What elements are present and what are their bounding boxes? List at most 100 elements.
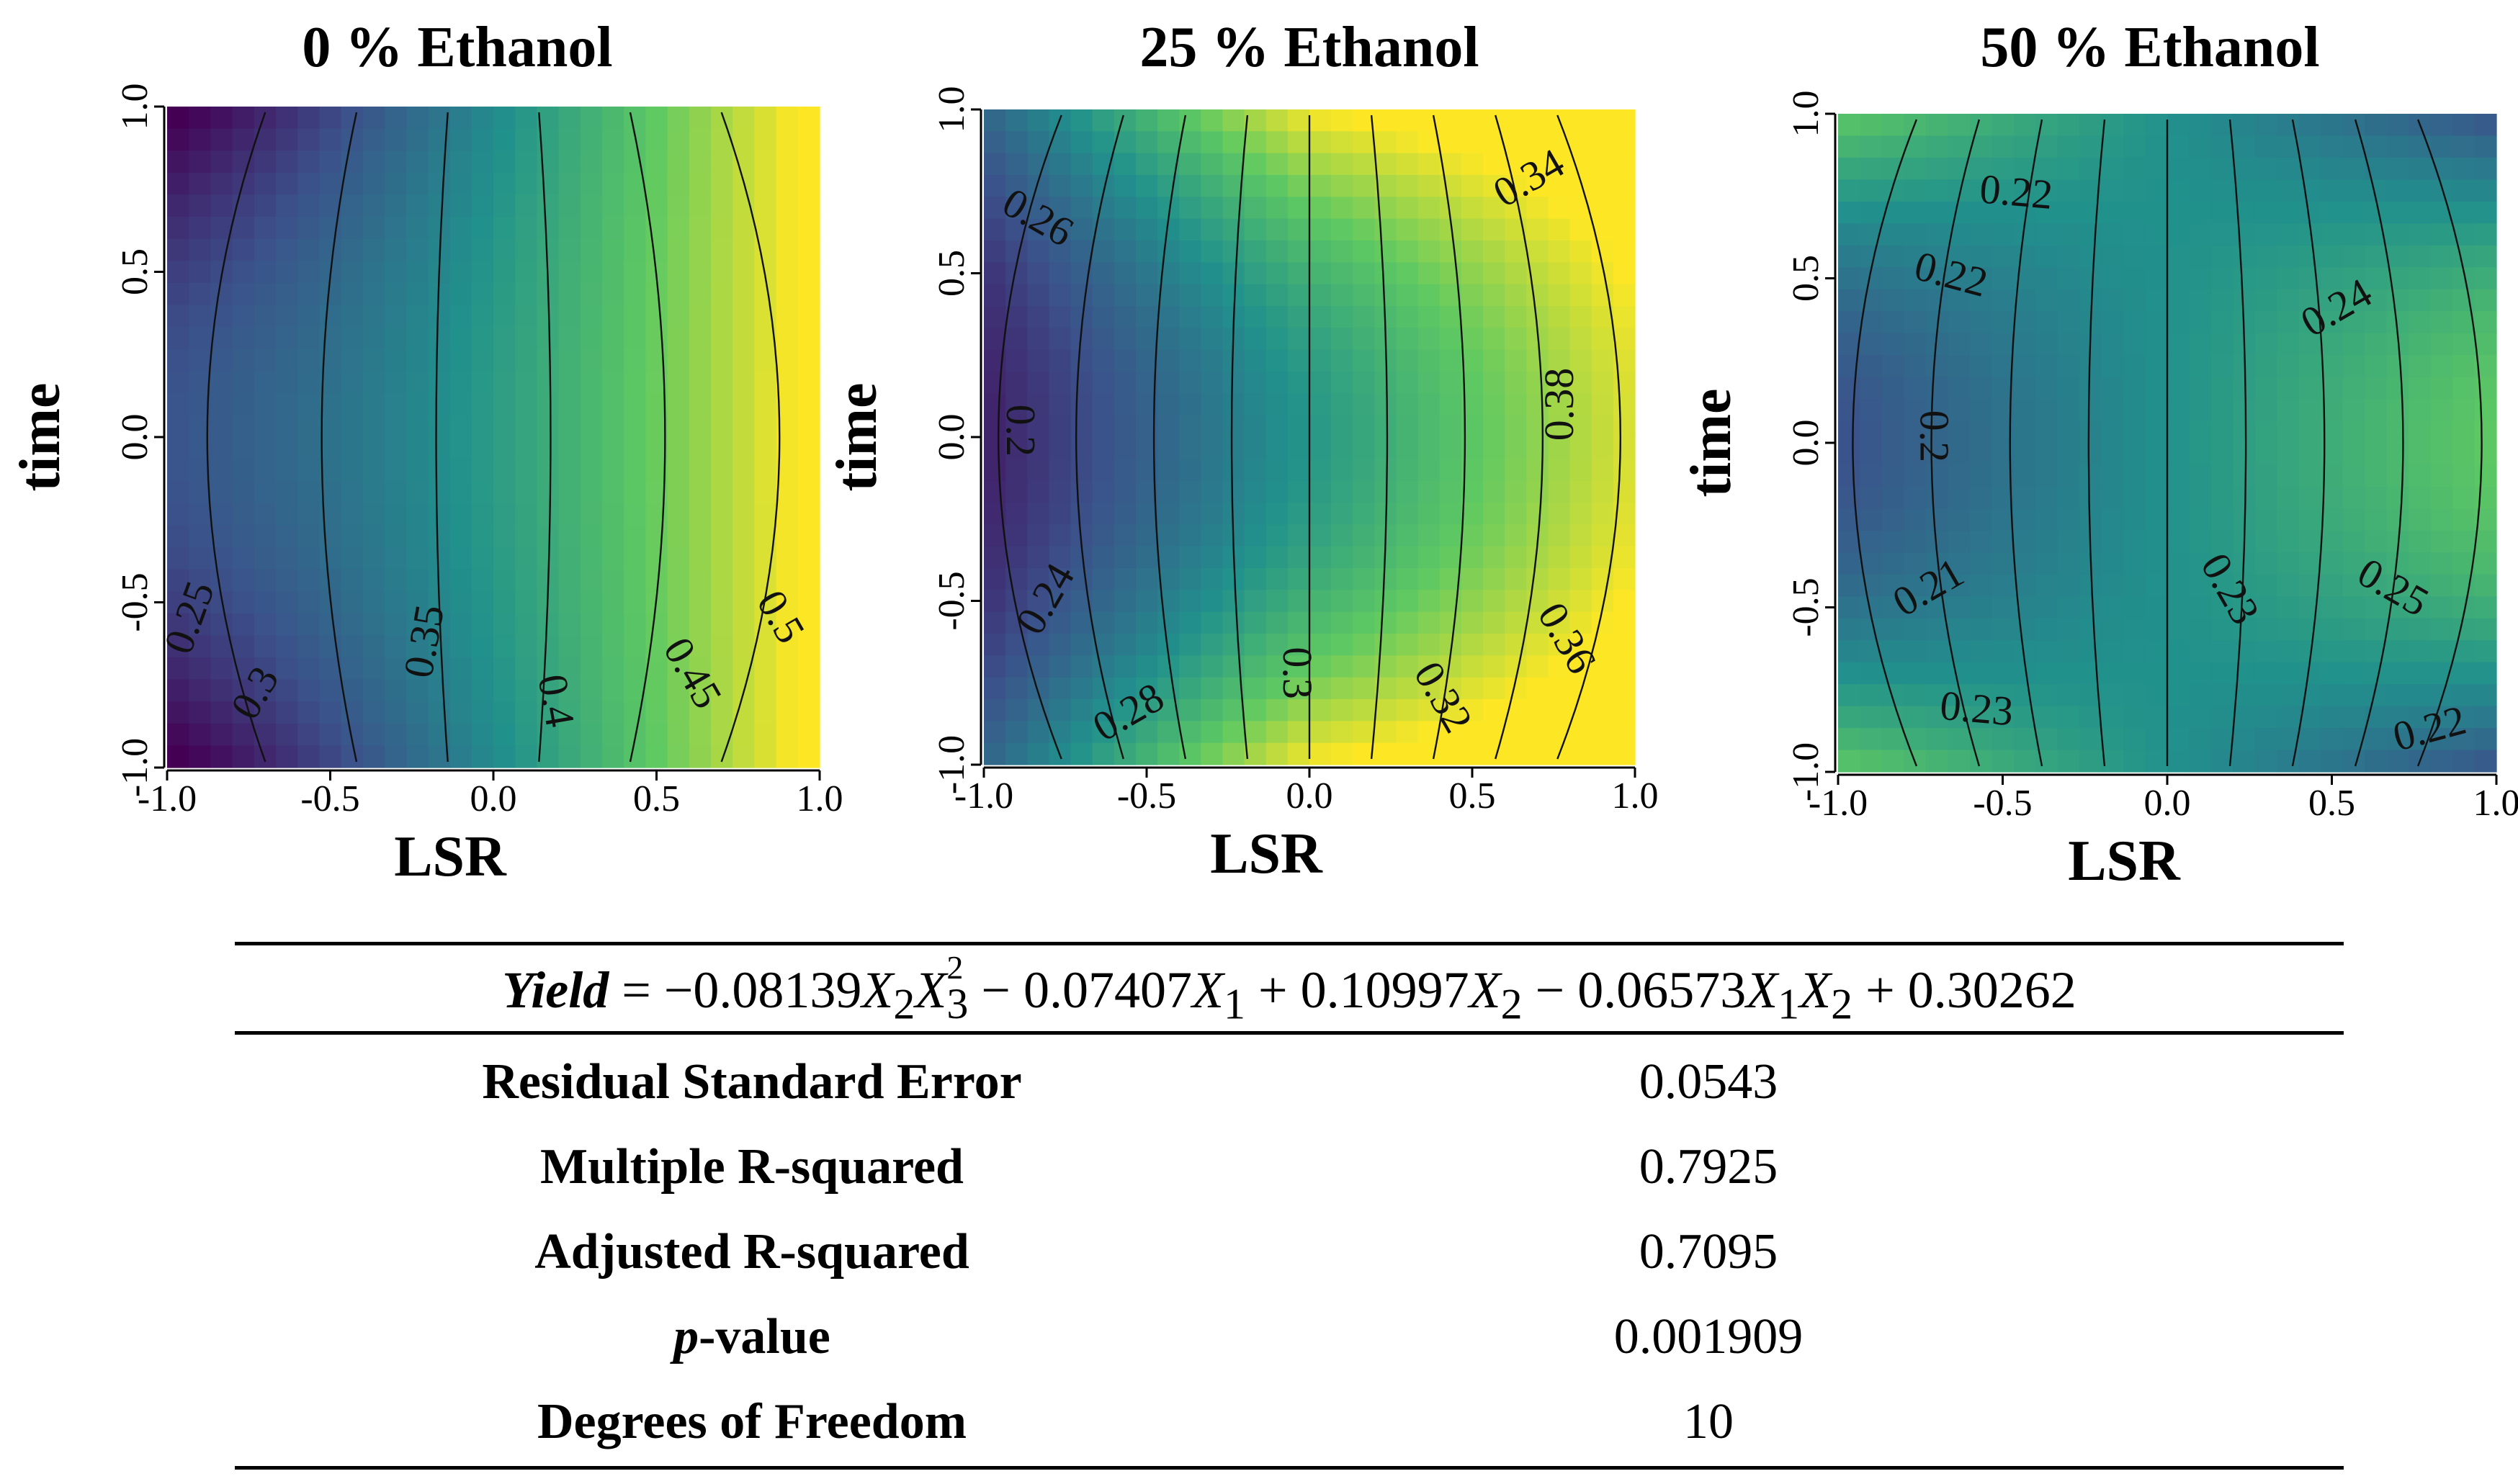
contour-line [1852, 119, 1918, 767]
heatmap-cell [2277, 508, 2300, 531]
heatmap-cell [1881, 421, 1904, 444]
heatmap-cell [1548, 153, 1571, 176]
heatmap-cell [2189, 618, 2212, 641]
heatmap-cell [2101, 399, 2124, 422]
heatmap-cell [493, 591, 516, 614]
heatmap-cell [167, 150, 189, 174]
heatmap-cell [1526, 611, 1549, 634]
heatmap-cell [2321, 750, 2344, 773]
heatmap-cell [1548, 699, 1571, 721]
heatmap-cell [341, 371, 364, 394]
heatmap-cell [210, 679, 233, 702]
heatmap-cell [1569, 699, 1592, 721]
heatmap-cell [1526, 655, 1549, 678]
heatmap-cell [2123, 464, 2146, 487]
heatmap-cell [1991, 179, 2015, 202]
heatmap-cell [2452, 508, 2476, 531]
heatmap-cell [1881, 640, 1904, 663]
heatmap-cell [1070, 655, 1093, 678]
heatmap-cell [2167, 421, 2190, 444]
heatmap-cell [341, 392, 364, 415]
heatmap-cell [2254, 618, 2277, 641]
heatmap-cell [2277, 333, 2300, 356]
heatmap-cell [232, 569, 255, 592]
heatmap-cell [2145, 223, 2168, 246]
heatmap-cell [1526, 699, 1549, 721]
heatmap-cell [1114, 153, 1137, 176]
row-label-adj-r2: Adjusted R-squared [534, 1224, 969, 1280]
heatmap-cell [2430, 596, 2453, 619]
heatmap-cell [2452, 157, 2476, 180]
heatmap-cell [1948, 333, 1971, 356]
heatmap-cell [2189, 530, 2212, 553]
heatmap-cell [1548, 328, 1571, 351]
heatmap-cell [167, 327, 189, 350]
heatmap-cell [1353, 131, 1375, 154]
heatmap-cell [1838, 750, 1861, 773]
heatmap-cell [2430, 640, 2453, 663]
heatmap-cell [1505, 328, 1527, 351]
heatmap-cell [2342, 421, 2365, 444]
heatmap-cell [580, 635, 603, 658]
heatmap-cell [210, 437, 233, 460]
heatmap-cell [515, 613, 537, 636]
heatmap-cell [319, 107, 342, 130]
heatmap-cell [362, 172, 385, 195]
heatmap-cell [189, 371, 211, 394]
heatmap-cell [1904, 267, 1927, 290]
heatmap-cell [319, 635, 342, 658]
table-row: p-value 0.001909 [235, 1295, 2344, 1380]
heatmap-cell [2386, 377, 2409, 400]
heatmap-cell [1591, 568, 1614, 590]
heatmap-cell [1157, 503, 1180, 525]
heatmap-cell [2277, 486, 2300, 509]
heatmap-cell [2101, 750, 2124, 773]
panel-title: 25 % Ethanol [1139, 16, 1479, 79]
heatmap-cell [711, 327, 733, 350]
heatmap-cell [1483, 459, 1505, 482]
heatmap-cell [471, 172, 494, 195]
equation-coef-1: −0.08139 [663, 961, 862, 1019]
heatmap-cell [1070, 634, 1093, 656]
heatmap-cell [1396, 284, 1419, 307]
heatmap-cell [449, 635, 472, 658]
heatmap-cell [1157, 393, 1180, 416]
heatmap-cell [1049, 590, 1072, 613]
heatmap-cell [1417, 197, 1441, 220]
heatmap-cell [1461, 306, 1484, 328]
heatmap-cell [2035, 618, 2058, 641]
heatmap-cell [580, 679, 603, 702]
heatmap-cell [2210, 399, 2234, 422]
heatmap-cell [1353, 677, 1375, 700]
heatmap-cell [1439, 349, 1462, 372]
heatmap-cell [362, 415, 385, 438]
heatmap-cell [385, 217, 407, 240]
heatmap-cell [1353, 721, 1375, 744]
heatmap-cell [1049, 284, 1072, 307]
heatmap-cell [1613, 328, 1636, 351]
heatmap-cell [537, 613, 560, 636]
heatmap-cell [2254, 333, 2277, 356]
heatmap-cell [1114, 284, 1137, 307]
heatmap-cell [1991, 333, 2015, 356]
heatmap-cell [1287, 437, 1310, 459]
heatmap-cell [385, 723, 407, 746]
heatmap-cell [2321, 662, 2344, 685]
heatmap-cell [1265, 634, 1289, 656]
heatmap-cell [515, 503, 537, 526]
heatmap-cell [1244, 218, 1267, 241]
heatmap-cell [1027, 437, 1049, 459]
heatmap-cell [2233, 421, 2256, 444]
heatmap-cell [1396, 372, 1419, 394]
heatmap-cell [602, 569, 624, 592]
heatmap-cell [2167, 706, 2190, 729]
heatmap-cell [362, 701, 385, 724]
heatmap-cell [1396, 197, 1419, 220]
heatmap-cell [1969, 179, 1992, 202]
y-tick-label: -1.0 [115, 738, 156, 797]
heatmap-cell [689, 591, 712, 614]
heatmap-cell [1114, 328, 1137, 351]
heatmap-cell [1157, 131, 1180, 154]
heatmap-cell [1860, 311, 1883, 334]
heatmap-cell [471, 392, 494, 415]
